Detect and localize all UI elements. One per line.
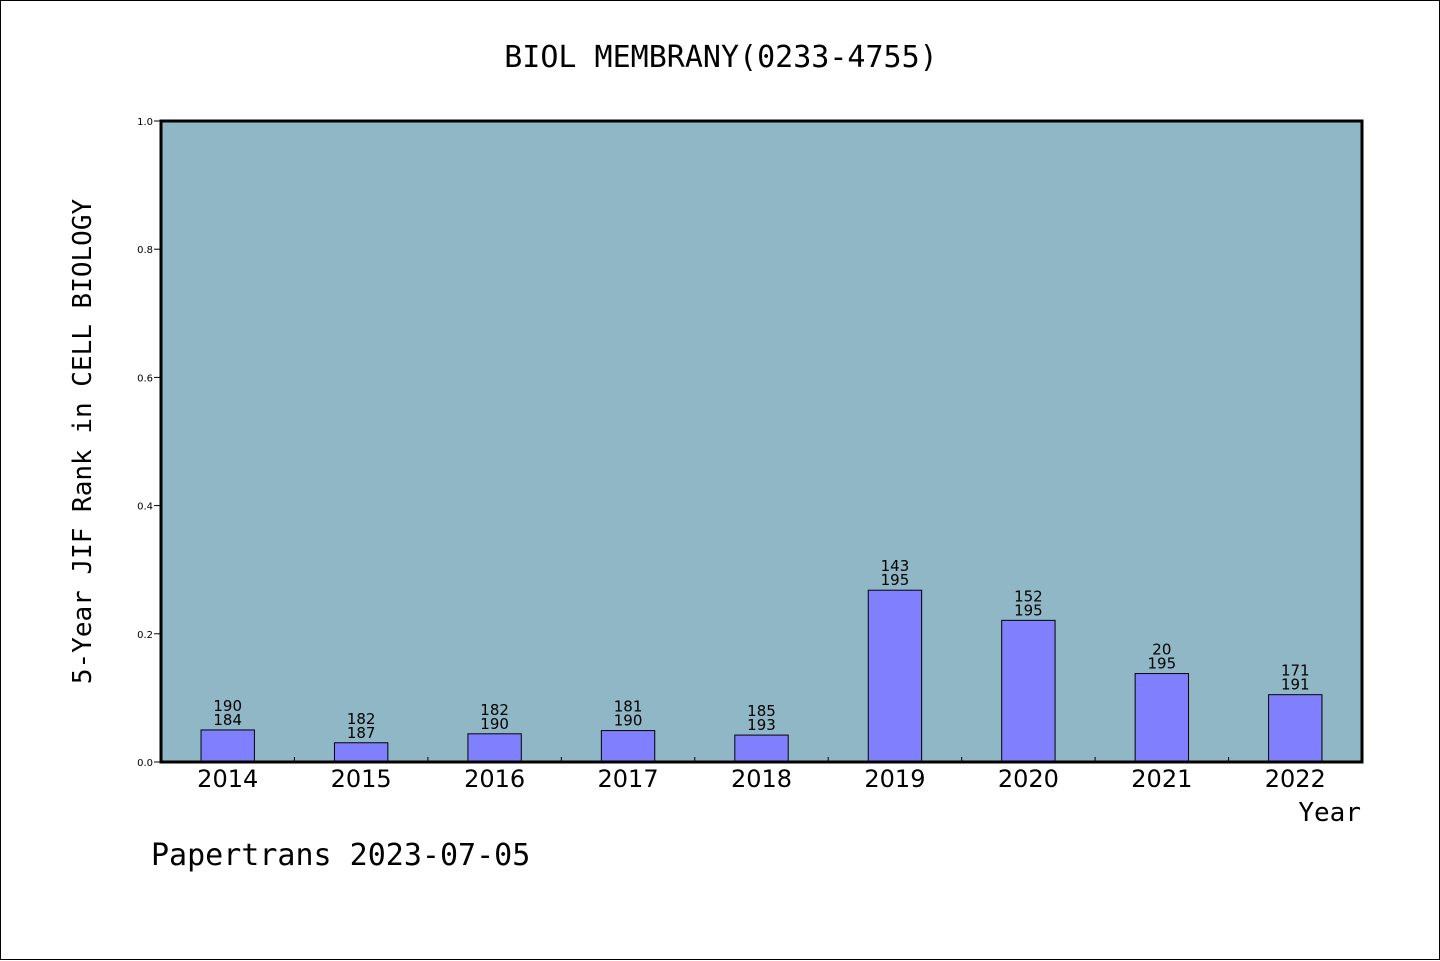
bar-label-rank: 171 [1281, 662, 1310, 680]
y-axis-label: 5-Year JIF Rank in CELL BIOLOGY [68, 199, 98, 685]
bar [200, 729, 255, 763]
bar [1134, 673, 1190, 763]
bar [867, 589, 923, 763]
bar-label-total: 190 [614, 712, 643, 730]
y-tick-label: 0.4 [137, 502, 153, 513]
y-axis: 0.0 0.2 0.4 0.6 0.8 1.0 [137, 117, 161, 769]
y-tick-label: 1.0 [137, 117, 153, 128]
x-tick-label: 2020 [998, 765, 1059, 793]
x-tick-label: 2021 [1131, 765, 1192, 793]
x-axis: 2014 2015 2016 2017 2018 2019 2020 2021 2022 [197, 757, 1326, 793]
y-tick-label: 0.8 [137, 245, 153, 256]
bar [333, 742, 389, 763]
bar-label-rank: 190 [213, 697, 242, 715]
bar-label-total: 187 [347, 724, 376, 742]
bar-label-total: 195 [1014, 601, 1043, 619]
bar-label-total: 190 [480, 715, 509, 733]
x-axis-label: Year [1298, 798, 1361, 828]
bar-label-total: 184 [213, 711, 242, 729]
bar-label-rank: 182 [347, 710, 376, 728]
bar-label-rank: 185 [747, 702, 776, 720]
y-tick-label: 0.6 [137, 373, 153, 384]
x-tick-label: 2017 [598, 765, 659, 793]
bar-label-total: 193 [747, 716, 776, 734]
bar-label-total: 195 [1148, 655, 1177, 673]
bar [1001, 619, 1056, 763]
x-tick-label: 2018 [731, 765, 792, 793]
bar-label-total: 191 [1281, 676, 1310, 694]
bar-label-rank: 181 [614, 698, 643, 716]
x-tick-label: 2016 [464, 765, 525, 793]
bar-label-rank: 152 [1014, 587, 1043, 605]
x-tick-label: 2019 [864, 765, 925, 793]
bar [734, 734, 789, 763]
footer-credit: Papertrans 2023-07-05 [151, 838, 530, 873]
chart-title: BIOL MEMBRANY(0233-4755) [504, 40, 937, 75]
x-tick-label: 2022 [1265, 765, 1326, 793]
bar-label-rank: 182 [480, 701, 509, 719]
y-tick-label: 0.2 [137, 630, 153, 641]
plot-frame [159, 119, 1364, 764]
bar-label-rank: 20 [1152, 641, 1171, 659]
y-tick-label: 0.0 [137, 758, 153, 769]
x-tick-label: 2015 [331, 765, 392, 793]
plot-area [161, 121, 1362, 762]
bar-label-rank: 143 [881, 557, 910, 575]
bar [467, 733, 522, 763]
bar [1268, 694, 1323, 763]
bar [600, 730, 656, 763]
x-tick-label: 2014 [197, 765, 258, 793]
bar-label-total: 195 [881, 571, 910, 589]
